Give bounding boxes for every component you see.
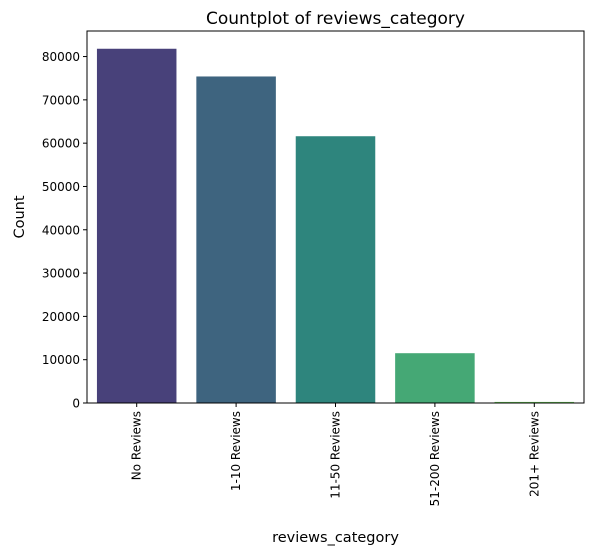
y-axis-label: Count <box>12 195 28 238</box>
bar-1 <box>97 49 177 403</box>
y-tick-label: 20000 <box>42 310 80 324</box>
x-tick-label: 11-50 Reviews <box>329 411 343 499</box>
y-tick-label: 60000 <box>42 137 80 151</box>
y-tick-label: 10000 <box>42 353 80 367</box>
y-axis-ticks: 0 10000 20000 30000 40000 50000 60000 70000 8000… <box>42 50 87 410</box>
x-axis-ticks: No Reviews 1-10 Reviews 11-50 Reviews 51-20… <box>130 403 542 506</box>
x-tick-label: 1-10 Reviews <box>229 411 243 491</box>
bar-4 <box>395 353 475 403</box>
y-tick-label: 30000 <box>42 267 80 281</box>
x-tick-label: 201+ Reviews <box>527 411 541 497</box>
chart-title: Countplot of reviews_category <box>206 9 465 29</box>
x-axis-label: reviews_category <box>272 530 399 546</box>
bar-3 <box>296 136 376 403</box>
y-tick-label: 40000 <box>42 223 80 237</box>
y-tick-label: 0 <box>72 397 80 411</box>
bars-group <box>97 49 574 403</box>
y-tick-label: 50000 <box>42 180 80 194</box>
bar-2 <box>196 76 276 403</box>
y-tick-label: 70000 <box>42 93 80 107</box>
x-tick-label: No Reviews <box>130 411 144 480</box>
y-tick-label: 80000 <box>42 50 80 64</box>
x-tick-label: 51-200 Reviews <box>428 411 442 506</box>
